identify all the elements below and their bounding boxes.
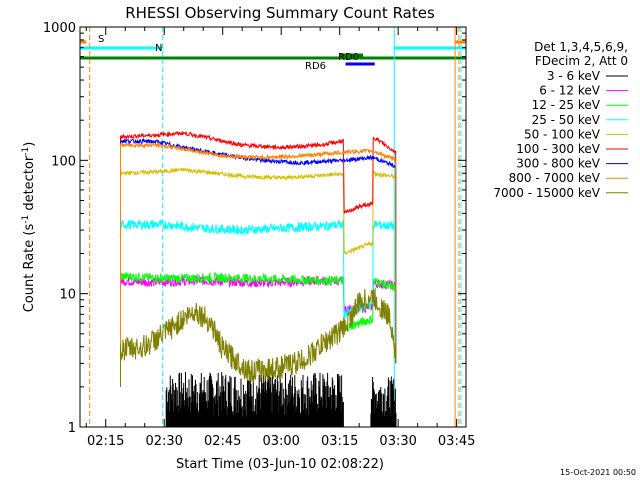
x-tick-label-4: 03:15: [321, 434, 358, 449]
x-axis-label: Start Time (03-Jun-10 02:08:22): [176, 457, 384, 472]
x-tick-label-2: 02:45: [204, 434, 241, 449]
annotation-n: N: [155, 43, 162, 54]
annotation-rd6: RD6: [305, 61, 326, 72]
series-7000-15000-kev: [120, 287, 397, 387]
y-axis-label-end: ): [22, 142, 37, 147]
legend-label-0: 3 - 6 keV: [547, 69, 601, 83]
legend-label-8: 7000 - 15000 keV: [493, 186, 600, 200]
annotation-s: S: [98, 34, 104, 45]
legend-label-5: 100 - 300 keV: [516, 142, 600, 156]
series-800-7000-kev: [120, 141, 397, 387]
legend-label-4: 50 - 100 keV: [524, 127, 601, 141]
series-50-100-kev: [120, 166, 397, 387]
y-axis-label-sup2: -1: [21, 147, 31, 156]
legend-header-1: Det 1,3,4,5,6,9,: [534, 40, 628, 54]
plot-frame: [79, 26, 467, 428]
annotation-rd0: RD0: [338, 52, 359, 63]
legend-label-7: 800 - 7000 keV: [509, 171, 601, 185]
legend-label-2: 12 - 25 keV: [532, 98, 601, 112]
x-tick-label-3: 03:00: [262, 434, 299, 449]
y-tick-label-2: 100: [51, 154, 76, 169]
y-axis-label: Count Rate (s-1 detector-1): [21, 142, 37, 313]
x-tick-label-0: 02:15: [87, 434, 124, 449]
series-layer: [120, 130, 397, 427]
tick-layer: 02:15 02:30 02:45 03:00 03:15 03:30 03:45 1 10 10…: [43, 21, 475, 449]
x-tick-label-5: 03:30: [379, 434, 416, 449]
chart-title: RHESSI Observing Summary Count Rates: [125, 4, 435, 22]
series-300-800-kev: [120, 137, 397, 387]
y-tick-label-3: 1000: [43, 21, 76, 36]
y-axis-label-mid: detector: [22, 155, 37, 215]
series-3-6-kev-1: [370, 376, 397, 427]
series-100-300-kev: [120, 130, 397, 387]
x-tick-label-1: 02:30: [145, 434, 182, 449]
y-tick-label-0: 1: [68, 421, 76, 436]
y-axis-label-main: Count Rate (s: [22, 224, 37, 313]
legend-header-2: FDecim 2, Att 0: [535, 54, 628, 68]
band-layer: [80, 40, 466, 66]
y-axis-label-sup1: -1: [21, 215, 31, 224]
legend-label-1: 6 - 12 keV: [539, 84, 601, 98]
legend: Det 1,3,4,5,6,9, FDecim 2, Att 0 3 - 6 k…: [493, 40, 628, 200]
series-3-6-kev-0: [165, 372, 344, 427]
x-tick-label-6: 03:45: [438, 434, 475, 449]
legend-label-3: 25 - 50 keV: [532, 113, 601, 127]
y-tick-label-1: 10: [59, 288, 76, 303]
legend-label-6: 300 - 800 keV: [516, 157, 600, 171]
footer-date: 15-Oct-2021 00:50: [560, 468, 636, 477]
